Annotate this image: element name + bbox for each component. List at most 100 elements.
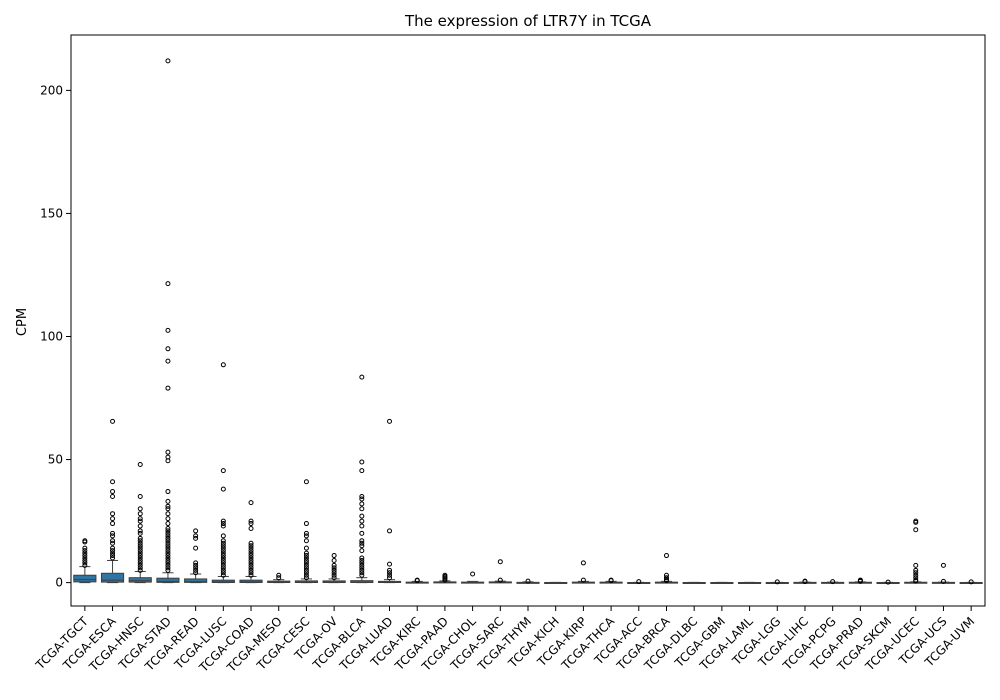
- box-tcga-acc: [627, 579, 651, 585]
- outlier-point: [165, 449, 171, 455]
- outlier-point: [165, 521, 171, 527]
- outlier-point: [165, 543, 171, 549]
- outlier-point: [303, 570, 309, 576]
- outlier-point: [137, 518, 143, 524]
- outlier-point: [165, 548, 171, 554]
- outlier-point: [82, 553, 88, 559]
- outlier-point: [303, 521, 309, 527]
- outlier-point: [110, 540, 116, 546]
- outlier-point: [331, 553, 337, 559]
- outlier-point: [442, 572, 448, 578]
- outlier-point: [137, 461, 143, 467]
- iqr-box: [100, 572, 125, 583]
- outlier-point: [165, 327, 171, 333]
- outlier-point: [220, 545, 226, 551]
- outlier-point: [193, 545, 199, 551]
- box-tcga-esca: [100, 418, 125, 584]
- outlier-point: [359, 513, 365, 519]
- outlier-point: [913, 575, 919, 581]
- outlier-point: [220, 362, 226, 368]
- outlier-point: [165, 553, 171, 559]
- box-tcga-thym: [516, 578, 540, 584]
- outlier-point: [193, 535, 199, 541]
- x-axis: TCGA-TGCTTCGA-ESCATCGA-HNSCTCGA-STADTCGA…: [32, 606, 977, 675]
- outlier-point: [82, 557, 88, 563]
- outlier-point: [193, 570, 199, 576]
- outlier-point: [110, 521, 116, 527]
- iqr-box: [239, 579, 263, 583]
- outlier-point: [276, 572, 282, 578]
- outlier-point: [193, 560, 199, 566]
- outlier-point: [359, 555, 365, 561]
- outlier-point: [359, 538, 365, 544]
- outlier-point: [248, 570, 254, 576]
- box-tcga-hnsc: [128, 461, 152, 584]
- outlier-point: [359, 506, 365, 512]
- outlier-point: [220, 548, 226, 554]
- outlier-point: [663, 553, 669, 559]
- outlier-point: [220, 521, 226, 527]
- outlier-point: [359, 548, 365, 554]
- iqr-box: [211, 579, 235, 583]
- outlier-point: [165, 545, 171, 551]
- outlier-point: [303, 533, 309, 539]
- outlier-point: [165, 528, 171, 534]
- axes-frame: [70, 34, 986, 607]
- outlier-point: [857, 577, 863, 583]
- outlier-point: [580, 560, 586, 566]
- outlier-point: [913, 572, 919, 578]
- outlier-point: [193, 533, 199, 539]
- outlier-point: [165, 567, 171, 573]
- outlier-point: [220, 523, 226, 529]
- outlier-point: [165, 454, 171, 460]
- outlier-point: [248, 562, 254, 568]
- box-tcga-kich: [544, 581, 568, 584]
- outlier-point: [110, 550, 116, 556]
- outlier-point: [331, 567, 337, 573]
- outlier-point: [331, 570, 337, 576]
- outlier-point: [137, 550, 143, 556]
- outlier-point: [110, 545, 116, 551]
- outlier-point: [110, 493, 116, 499]
- outlier-point: [82, 550, 88, 556]
- outlier-point: [359, 518, 365, 524]
- outlier-point: [359, 530, 365, 536]
- box-tcga-tgct: [73, 538, 97, 584]
- outlier-point: [165, 535, 171, 541]
- outlier-point: [110, 479, 116, 485]
- outlier-point: [193, 562, 199, 568]
- box-tcga-laml: [737, 581, 762, 584]
- outlier-point: [220, 557, 226, 563]
- outlier-point: [137, 540, 143, 546]
- outlier-point: [220, 570, 226, 576]
- outlier-point: [137, 562, 143, 568]
- iqr-box: [73, 574, 97, 583]
- outlier-point: [359, 540, 365, 546]
- outlier-point: [165, 525, 171, 531]
- outlier-point: [220, 518, 226, 524]
- box-tcga-meso: [267, 572, 291, 584]
- box-tcga-stad: [156, 58, 180, 584]
- outlier-point: [137, 553, 143, 559]
- outlier-point: [165, 540, 171, 546]
- y-tick-label: 0: [55, 576, 63, 590]
- outlier-point: [774, 579, 780, 585]
- outlier-point: [220, 538, 226, 544]
- outlier-point: [220, 550, 226, 556]
- box-tcga-lusc: [211, 362, 235, 584]
- outlier-point: [802, 578, 808, 584]
- box-tcga-chol: [461, 571, 485, 584]
- outlier-point: [165, 281, 171, 287]
- outlier-point: [359, 496, 365, 502]
- outlier-point: [220, 572, 226, 578]
- outlier-point: [913, 567, 919, 573]
- outlier-point: [82, 555, 88, 561]
- outlier-point: [82, 538, 88, 544]
- outlier-point: [913, 570, 919, 576]
- outlier-point: [248, 565, 254, 571]
- outlier-point: [359, 567, 365, 573]
- box-tcga-sarc: [488, 559, 512, 584]
- outlier-point: [165, 533, 171, 539]
- box-tcga-kirp: [571, 560, 595, 584]
- outlier-point: [220, 553, 226, 559]
